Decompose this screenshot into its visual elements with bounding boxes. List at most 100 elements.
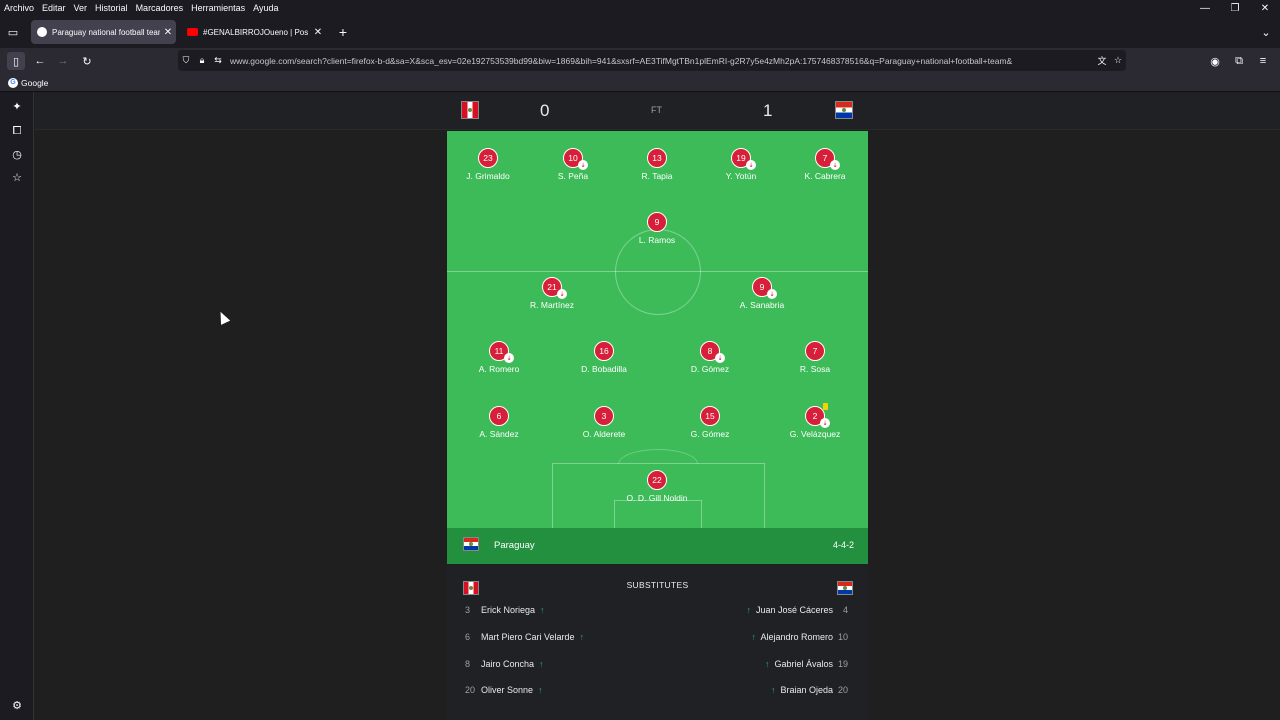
player-number: 23: [478, 148, 498, 168]
menu-marcadores[interactable]: Marcadores: [135, 3, 184, 13]
bookmark-star-icon[interactable]: ☆: [1113, 55, 1123, 65]
player-number: 6: [489, 406, 509, 426]
yellow-card-icon: [823, 403, 828, 410]
account-icon[interactable]: ◉: [1210, 55, 1220, 68]
settings-gear-icon[interactable]: ⚙: [12, 699, 22, 712]
sub-number: 6: [465, 632, 471, 642]
tab-genalbirrojo[interactable]: #GENALBIRROJOueno | Pos -Pe ✕: [181, 20, 326, 44]
sub-in-arrow-icon: ↑: [770, 685, 776, 695]
substitution-icon: ⇣: [746, 160, 756, 170]
paraguay-flag-icon: [837, 581, 853, 595]
player-marker[interactable]: 2 ⇣ G. Velázquez: [770, 403, 860, 439]
player-name: D. Bobadilla: [581, 364, 627, 374]
tab-close-icon[interactable]: ✕: [163, 26, 173, 38]
player-marker[interactable]: 15 G. Gómez: [665, 406, 755, 439]
player-marker[interactable]: 3 O. Alderete: [559, 406, 649, 439]
sub-player-name[interactable]: ↑ Gabriel Ávalos: [765, 659, 833, 669]
player-name: A. Sanabria: [739, 300, 785, 310]
sidebar-toggle-icon[interactable]: ▯: [7, 52, 25, 70]
player-name: G. Velázquez: [789, 429, 841, 439]
tab-paraguay-team[interactable]: Paraguay national football team ✕: [31, 20, 176, 44]
sub-number: 3: [465, 605, 471, 615]
minimize-button[interactable]: —: [1200, 2, 1210, 14]
pitch: 23 J. Grimaldo 10 ⇣ S. Peña 13 R. Tapia 19 ⇣ Y. Y…: [447, 131, 868, 528]
sub-in-arrow-icon: ↑: [579, 632, 585, 642]
menu-herramientas[interactable]: Herramientas: [191, 3, 246, 13]
menu-archivo[interactable]: Archivo: [4, 3, 35, 13]
player-marker[interactable]: 22 O. D. Gill Noldin: [612, 470, 702, 503]
substitution-icon: ⇣: [715, 353, 725, 363]
player-marker[interactable]: 11 ⇣ A. Romero: [454, 341, 544, 374]
permissions-icon[interactable]: ⇆: [214, 55, 222, 65]
bookmarks-bar: G Google: [0, 74, 1280, 92]
menu-editar[interactable]: Editar: [42, 3, 66, 13]
sub-player-name[interactable]: Jairo Concha ↑: [481, 659, 544, 669]
sub-player-name[interactable]: ↑ Alejandro Romero: [751, 632, 833, 642]
history-icon[interactable]: ◷: [12, 148, 22, 161]
sub-player-name[interactable]: ↑ Braian Ojeda: [771, 685, 833, 695]
player-marker[interactable]: 16 D. Bobadilla: [559, 341, 649, 374]
menu-ver[interactable]: Ver: [73, 3, 88, 13]
substitute-row: 3 Erick Noriega ↑ ↑ Juan José Cáceres 4: [447, 605, 868, 619]
menu-ayuda[interactable]: Ayuda: [253, 3, 279, 13]
sub-player-name-text: Juan José Cáceres: [755, 605, 833, 615]
sub-in-arrow-icon: ↑: [539, 659, 544, 669]
player-marker[interactable]: 9 ⇣ A. Sanabria: [717, 277, 807, 310]
menu-icon[interactable]: ≡: [1259, 55, 1267, 67]
player-marker[interactable]: 7 ⇣ K. Cabrera: [780, 148, 868, 181]
reload-icon[interactable]: ↻: [82, 55, 92, 68]
url-text[interactable]: www.google.com/search?client=firefox-b-d…: [230, 55, 1013, 66]
lock-icon[interactable]: 🔒︎: [199, 55, 205, 65]
menu-historial[interactable]: Historial: [95, 3, 128, 13]
tab-close-icon[interactable]: ✕: [313, 26, 323, 38]
player-marker[interactable]: 8 ⇣ D. Gómez: [665, 341, 755, 374]
translate-icon[interactable]: 文: [1097, 56, 1107, 66]
back-icon[interactable]: ←: [34, 55, 46, 67]
forward-icon[interactable]: →: [57, 55, 69, 67]
sub-number: 8: [465, 659, 471, 669]
sub-number: 20: [465, 685, 476, 695]
substitution-icon: ⇣: [830, 160, 840, 170]
player-marker[interactable]: 19 ⇣ Y. Yotún: [696, 148, 786, 181]
player-number: 7 ⇣: [815, 148, 840, 170]
substitutes-panel: SUBSTITUTES 3 Erick Noriega ↑ ↑ Juan José …: [447, 564, 868, 720]
firefox-view-icon[interactable]: ▭: [7, 26, 19, 39]
close-window-button[interactable]: ✕: [1260, 2, 1270, 14]
tab-strip: ▭ Paraguay national football team ✕ #GEN…: [0, 16, 1280, 48]
player-marker[interactable]: 10 ⇣ S. Peña: [528, 148, 618, 181]
player-marker[interactable]: 23 J. Grimaldo: [447, 148, 533, 181]
player-number: 9: [647, 212, 667, 232]
list-all-tabs-icon[interactable]: ⌄: [1261, 26, 1271, 39]
url-bar[interactable]: ⛉ 🔒︎ ⇆ www.google.com/search?client=fire…: [178, 50, 1126, 71]
sub-player-name[interactable]: Erick Noriega ↑: [481, 605, 545, 615]
new-tab-button[interactable]: +: [338, 24, 348, 40]
substitutes-title: SUBSTITUTES: [626, 580, 689, 590]
sub-number: 19: [837, 659, 848, 669]
synced-tabs-icon[interactable]: ⧠: [12, 124, 22, 137]
sub-player-name[interactable]: Oliver Sonne ↑: [481, 685, 543, 695]
peru-flag-icon: [463, 581, 479, 595]
restore-button[interactable]: ❐: [1230, 2, 1240, 14]
player-name: R. Sosa: [799, 364, 831, 374]
penalty-box: [552, 463, 765, 528]
player-marker[interactable]: 21 ⇣ R. Martínez: [507, 277, 597, 310]
bookmark-google[interactable]: Google: [21, 77, 49, 88]
player-name: D. Gómez: [690, 364, 730, 374]
player-name: S. Peña: [557, 171, 589, 181]
player-number: 11 ⇣: [489, 341, 514, 363]
sub-player-name[interactable]: ↑ Juan José Cáceres: [746, 605, 833, 615]
extensions-icon[interactable]: ⧉: [1235, 54, 1243, 67]
formation: 4-4-2: [832, 540, 854, 550]
youtube-favicon-icon: [187, 28, 198, 36]
player-marker[interactable]: 6 A. Sández: [454, 406, 544, 439]
sub-player-name[interactable]: Mart Piero Cari Velarde ↑: [481, 632, 584, 642]
tracking-protection-icon[interactable]: ⛉: [182, 55, 190, 65]
ai-chatbot-icon[interactable]: ✦: [12, 100, 22, 113]
sub-in-arrow-icon: ↑: [751, 632, 756, 642]
player-marker[interactable]: 9 L. Ramos: [612, 212, 702, 245]
bookmarks-icon[interactable]: ☆: [12, 171, 22, 184]
player-marker[interactable]: 13 R. Tapia: [612, 148, 702, 181]
player-marker[interactable]: 7 R. Sosa: [770, 341, 860, 374]
substitute-row: 8 Jairo Concha ↑ ↑ Gabriel Ávalos 19: [447, 659, 868, 673]
sidebar: ✦ ⧠ ◷ ☆ ⚙: [0, 92, 34, 720]
